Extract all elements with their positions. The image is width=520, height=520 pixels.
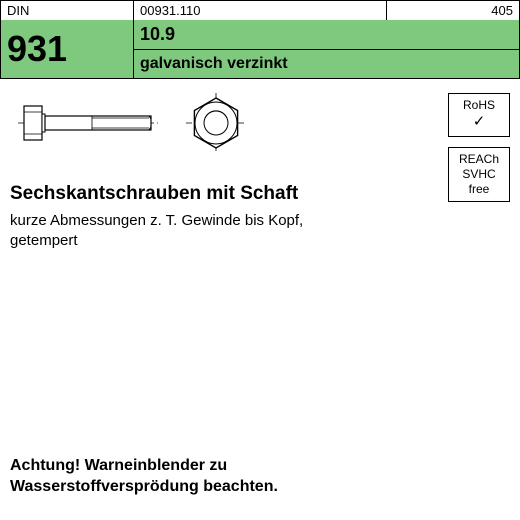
content-area: RoHS ✓ REACh SVHC free	[0, 79, 520, 252]
warning-line1: Achtung! Warneinblender zu	[10, 457, 227, 474]
header-code: 00931.110	[134, 1, 387, 20]
warning-text: Achtung! Warneinblender zu Wasserstoffve…	[10, 455, 278, 498]
header-row: DIN 00931.110 405	[0, 0, 520, 20]
compliance-badges: RoHS ✓ REACh SVHC free	[448, 93, 510, 202]
din-number: 931	[1, 20, 134, 78]
spec-bar: 931 10.9 galvanisch verzinkt	[0, 20, 520, 79]
rohs-badge: RoHS ✓	[448, 93, 510, 137]
finish: galvanisch verzinkt	[140, 50, 513, 78]
spec-details: 10.9 galvanisch verzinkt	[134, 20, 519, 78]
reach-line3: free	[451, 182, 507, 197]
strength-class: 10.9	[140, 21, 513, 49]
bolt-side-view-icon	[18, 95, 158, 151]
product-title: Sechskantschrauben mit Schaft	[10, 183, 510, 205]
check-icon: ✓	[451, 113, 507, 132]
rohs-label: RoHS	[451, 98, 507, 113]
subtitle-line1: kurze Abmessungen z. T. Gewinde bis Kopf…	[10, 212, 303, 229]
subtitle-line2: getempert	[10, 232, 78, 249]
header-ref: 405	[387, 1, 519, 20]
header-standard: DIN	[1, 1, 134, 20]
hex-front-view-icon	[186, 93, 246, 153]
datasheet-page: DIN 00931.110 405 931 10.9 galvanisch ve…	[0, 0, 520, 520]
reach-badge: REACh SVHC free	[448, 147, 510, 202]
reach-line1: REACh	[451, 152, 507, 167]
reach-line2: SVHC	[451, 167, 507, 182]
technical-drawings	[10, 93, 510, 153]
product-subtitle: kurze Abmessungen z. T. Gewinde bis Kopf…	[10, 211, 510, 252]
warning-line2: Wasserstoffversprödung beachten.	[10, 478, 278, 495]
